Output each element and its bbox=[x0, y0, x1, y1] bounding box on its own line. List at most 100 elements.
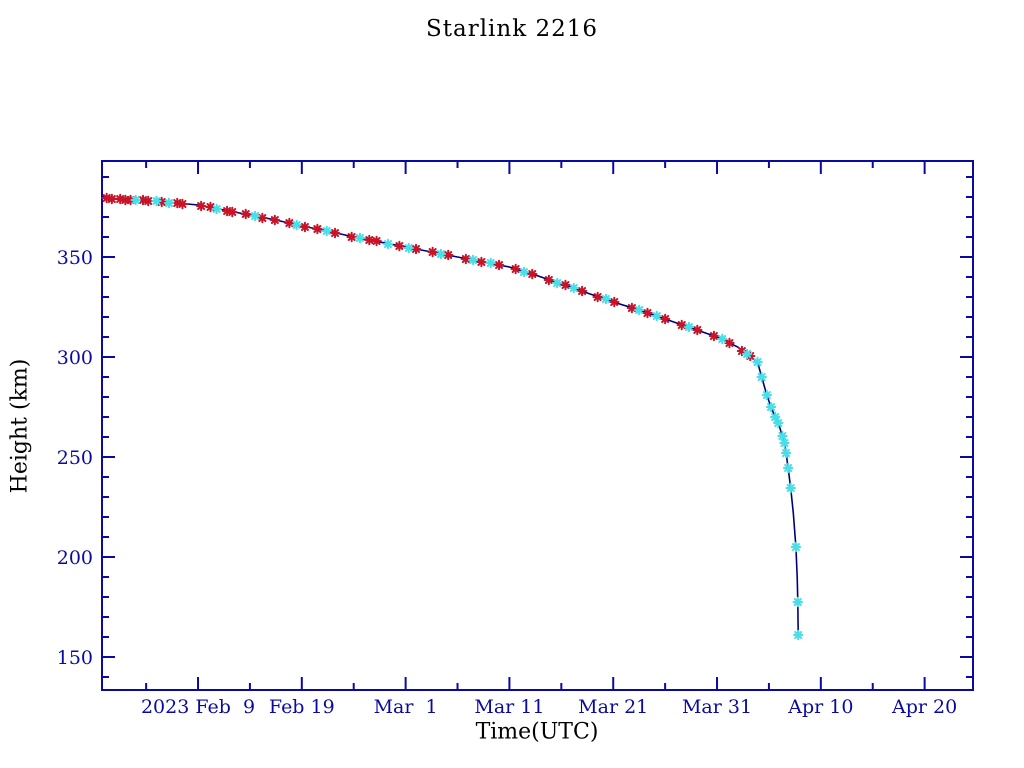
marker-stroke bbox=[786, 484, 795, 492]
marker-stroke bbox=[300, 223, 309, 231]
marker-stroke bbox=[428, 248, 437, 256]
observations-red-point bbox=[642, 307, 653, 319]
y-axis-title: Height (km) bbox=[7, 358, 33, 494]
observations-red-point bbox=[493, 259, 505, 271]
marker-stroke bbox=[285, 219, 294, 227]
observations-red-point bbox=[442, 249, 454, 261]
marker-stroke bbox=[107, 195, 116, 203]
marker-stroke bbox=[652, 312, 661, 320]
marker-stroke bbox=[292, 221, 301, 229]
marker-stroke bbox=[251, 212, 260, 220]
observations-cyan-point bbox=[291, 219, 302, 231]
marker-stroke bbox=[144, 197, 153, 205]
marker-stroke bbox=[601, 295, 610, 303]
marker-stroke bbox=[771, 413, 780, 421]
marker-stroke bbox=[469, 256, 478, 264]
x-tick-label: Apr 10 bbox=[787, 696, 853, 718]
observations-cyan-point bbox=[211, 203, 222, 215]
observations-red-point bbox=[269, 214, 281, 226]
observations-cyan-point bbox=[741, 348, 753, 360]
x-tick-label: Apr 20 bbox=[891, 696, 957, 718]
plot-frame bbox=[101, 160, 974, 691]
observations-red-point bbox=[257, 212, 268, 224]
y-tick-label: 200 bbox=[57, 547, 93, 569]
marker-stroke bbox=[365, 236, 374, 244]
marker-stroke bbox=[794, 631, 803, 639]
marker-stroke bbox=[197, 202, 206, 210]
marker-stroke bbox=[228, 208, 237, 216]
observations-red-point bbox=[576, 285, 588, 297]
observations-red-point bbox=[284, 217, 295, 229]
marker-stroke bbox=[270, 216, 279, 224]
observations-red-point bbox=[476, 256, 487, 268]
observations-cyan-point bbox=[651, 310, 663, 322]
x-axis-title: Time(UTC) bbox=[475, 719, 599, 745]
marker-stroke bbox=[395, 242, 404, 250]
observations-cyan-point bbox=[756, 371, 767, 383]
observations-cyan-point bbox=[782, 462, 794, 474]
marker-stroke bbox=[383, 240, 392, 248]
marker-stroke bbox=[486, 259, 495, 267]
observations-cyan-point bbox=[792, 629, 804, 641]
observations-cyan-point bbox=[403, 242, 414, 254]
marker-stroke bbox=[757, 373, 766, 381]
marker-stroke bbox=[737, 347, 746, 355]
marker-stroke bbox=[725, 339, 734, 347]
observations-cyan-point bbox=[321, 225, 332, 237]
observations-red-point bbox=[394, 240, 405, 252]
marker-stroke bbox=[693, 326, 702, 334]
marker-stroke bbox=[578, 287, 587, 295]
marker-stroke bbox=[372, 237, 381, 245]
marker-stroke bbox=[212, 205, 221, 213]
observations-red-point bbox=[708, 330, 720, 342]
observations-red-point bbox=[142, 195, 154, 207]
y-tick-label: 300 bbox=[57, 347, 93, 369]
observations-cyan-point bbox=[249, 210, 261, 222]
marker-stroke bbox=[780, 439, 789, 447]
marker-stroke bbox=[782, 449, 791, 457]
marker-stroke bbox=[206, 203, 215, 211]
marker-stroke bbox=[152, 197, 161, 205]
observations-red-point bbox=[427, 246, 438, 258]
observations-red-point bbox=[195, 200, 207, 212]
observations-red-point bbox=[692, 324, 703, 336]
observations-red-point bbox=[227, 206, 238, 218]
marker-stroke bbox=[477, 258, 486, 266]
marker-stroke bbox=[627, 304, 636, 312]
marker-stroke bbox=[528, 270, 537, 278]
observations-red-point bbox=[177, 198, 188, 210]
marker-stroke bbox=[753, 358, 762, 366]
observations-cyan-point bbox=[633, 304, 645, 316]
observations-cyan-point bbox=[792, 596, 803, 608]
marker-stroke bbox=[553, 279, 562, 287]
marker-stroke bbox=[444, 251, 453, 259]
marker-stroke bbox=[347, 233, 356, 241]
observations-cyan-point bbox=[761, 389, 773, 401]
marker-stroke bbox=[313, 225, 322, 233]
observations-cyan-point bbox=[354, 232, 366, 244]
y-tick-label: 150 bbox=[57, 647, 93, 669]
x-tick-label: Mar 11 bbox=[474, 696, 544, 718]
marker-stroke bbox=[561, 281, 570, 289]
marker-stroke bbox=[593, 293, 602, 301]
observations-cyan-point bbox=[467, 254, 479, 266]
observations-cyan-point bbox=[568, 282, 579, 294]
observations-cyan-point bbox=[485, 257, 496, 269]
x-tick-label: Mar 21 bbox=[578, 696, 648, 718]
marker-stroke bbox=[718, 335, 727, 343]
marker-stroke bbox=[164, 199, 173, 207]
observations-cyan-point bbox=[551, 277, 563, 289]
x-tick-label: Feb 19 bbox=[269, 696, 335, 718]
marker-stroke bbox=[684, 323, 693, 331]
marker-stroke bbox=[791, 543, 800, 551]
observations-red-point bbox=[371, 235, 382, 247]
marker-stroke bbox=[743, 350, 752, 358]
marker-stroke bbox=[569, 284, 578, 292]
y-tick-label: 350 bbox=[57, 247, 93, 269]
marker-stroke bbox=[436, 250, 445, 258]
marker-stroke bbox=[241, 210, 250, 218]
marker-stroke bbox=[709, 332, 718, 340]
observations-cyan-point bbox=[151, 195, 162, 207]
